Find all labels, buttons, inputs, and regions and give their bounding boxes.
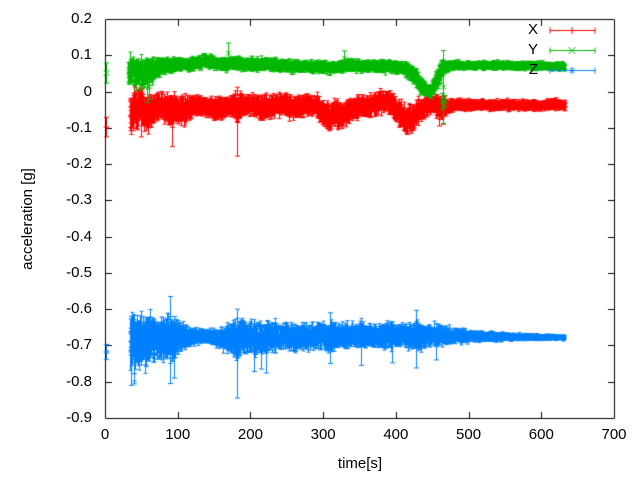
y-tick-label: -0.7 (66, 336, 92, 354)
x-tick-label: 400 (383, 426, 409, 443)
y-tick-label: 0.1 (71, 46, 92, 64)
x-tick-label: 0 (100, 426, 110, 443)
x-tick-label: 600 (528, 426, 554, 443)
legend-label-z: Z (528, 61, 538, 78)
y-tick-label: -0.5 (66, 263, 92, 281)
y-tick-label: 0 (83, 82, 92, 100)
x-tick-label: 300 (310, 426, 336, 443)
y-tick-label: -0.8 (66, 372, 92, 390)
y-tick-label: -0.9 (66, 409, 92, 426)
y-tick-label: 0.2 (71, 10, 92, 27)
legend-label-y: Y (527, 41, 538, 58)
y-tick-label: -0.3 (66, 191, 92, 209)
y-tick-label: -0.1 (66, 118, 92, 136)
y-tick-label: -0.6 (66, 300, 92, 318)
x-tick-label: 500 (456, 426, 482, 443)
x-tick-label: 700 (601, 426, 627, 443)
y-tick-label: -0.4 (66, 227, 92, 245)
x-axis-title: time[s] (337, 455, 383, 472)
x-tick-label: 100 (165, 426, 191, 443)
x-tick-label: 200 (237, 426, 263, 443)
y-tick-label: -0.2 (66, 155, 92, 173)
legend-label-x: X (527, 21, 538, 38)
